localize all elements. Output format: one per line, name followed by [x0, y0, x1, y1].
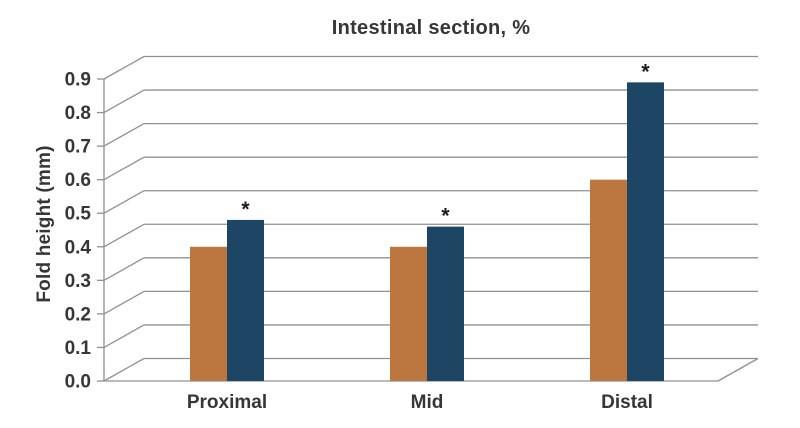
- gridline-depth-diagonal: [103, 324, 145, 349]
- x-category-label: Proximal: [187, 392, 267, 413]
- y-tick-label: 0.7: [65, 137, 91, 158]
- gridline-depth-diagonal: [103, 223, 145, 248]
- y-tick-label: 0.8: [65, 103, 91, 124]
- y-tick-label: 0.5: [65, 204, 92, 225]
- y-tick-label: 0.6: [65, 170, 91, 191]
- gridline-depth-diagonal: [103, 123, 145, 147]
- floor-right-diagonal: [717, 357, 759, 382]
- bar-orange-series-mid: [390, 246, 427, 381]
- bar-orange-series-distal: [590, 179, 627, 381]
- y-tick-label: 0.0: [65, 372, 91, 393]
- bar-blue-series-mid: [427, 226, 464, 381]
- significance-asterisk: *: [441, 205, 450, 228]
- y-tick-label: 0.1: [65, 338, 92, 359]
- y-tick-label: 0.4: [65, 237, 92, 258]
- gridline-depth-diagonal: [103, 55, 145, 80]
- gridline-depth-diagonal: [103, 357, 145, 382]
- gridline-depth-diagonal: [103, 190, 145, 214]
- gridline-depth-diagonal: [103, 89, 145, 114]
- bar-orange-series-proximal: [190, 246, 227, 381]
- chart-title: Intestinal section, %: [331, 17, 531, 39]
- bar-blue-series-distal: [627, 82, 664, 381]
- gridline-depth-diagonal: [103, 257, 145, 281]
- gridline-depth-diagonal: [103, 290, 145, 315]
- bar-blue-series-proximal: [227, 219, 264, 381]
- x-category-label: Mid: [411, 392, 444, 413]
- x-category-label: Distal: [601, 392, 653, 413]
- gridline-depth-diagonal: [103, 156, 145, 181]
- significance-asterisk: *: [641, 60, 650, 83]
- significance-asterisk: *: [241, 198, 250, 221]
- y-tick-label: 0.3: [65, 271, 91, 292]
- y-tick-label: 0.9: [65, 70, 91, 91]
- y-tick-label: 0.2: [65, 304, 91, 325]
